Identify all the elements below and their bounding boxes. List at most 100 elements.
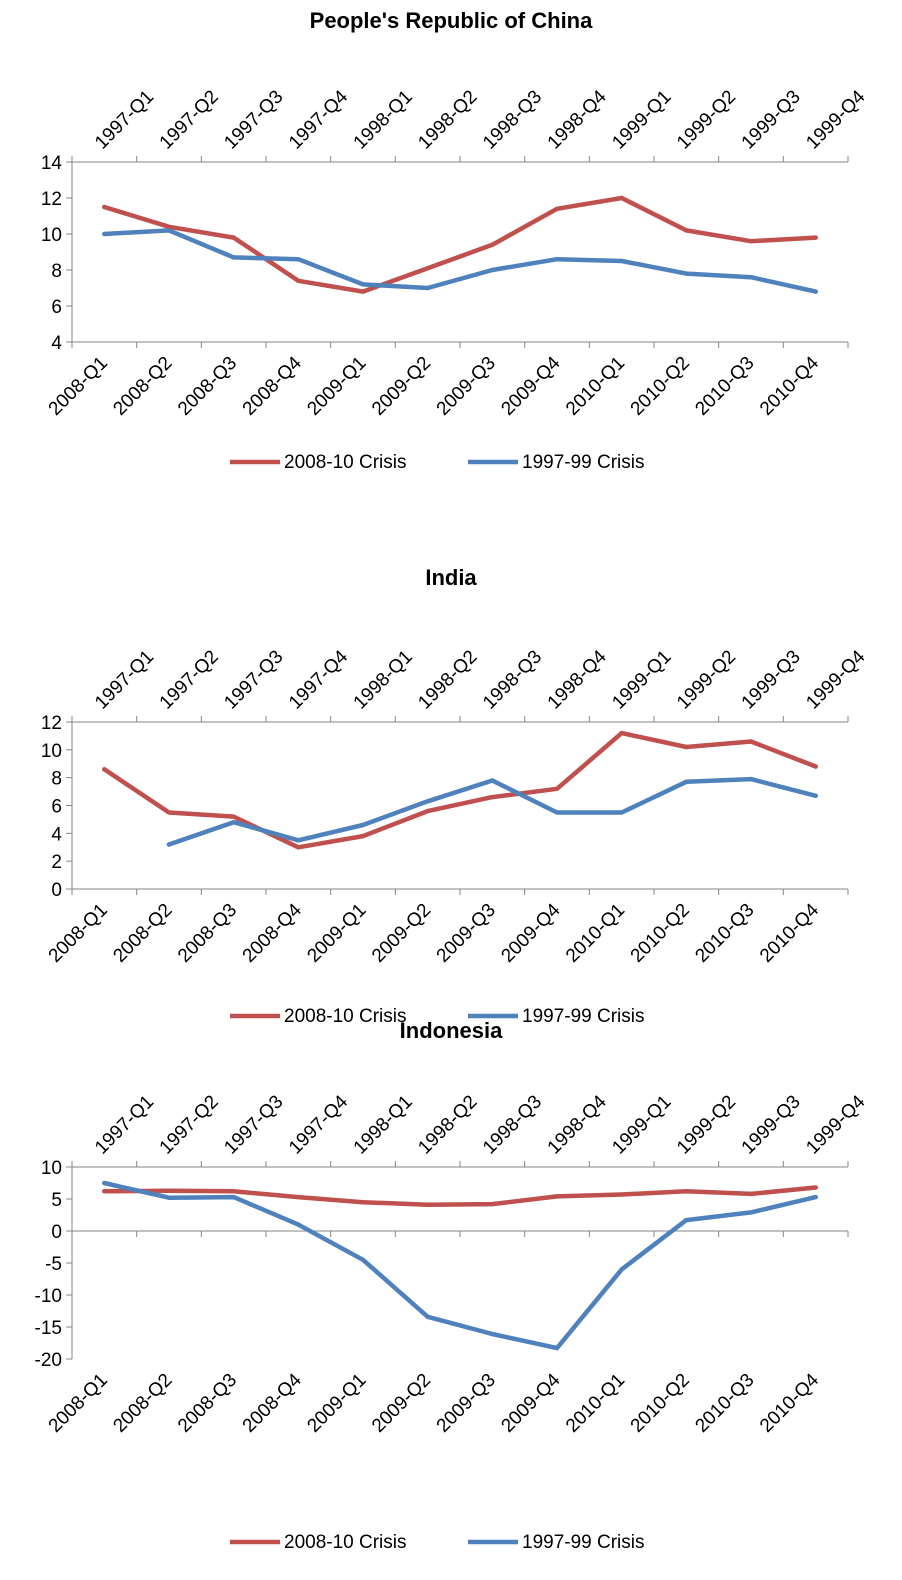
- data-point: [490, 242, 495, 247]
- data-point: [554, 206, 560, 211]
- secondary-x-tick-label: 1999-Q1: [608, 86, 675, 153]
- legend-label: 1997-99 Crisis: [522, 1006, 645, 1027]
- x-tick-label: 2010-Q2: [627, 353, 694, 420]
- secondary-x-tick-label: 1998-Q1: [350, 646, 417, 713]
- data-point: [684, 779, 689, 785]
- chart-title: Indonesia: [400, 1018, 503, 1043]
- data-point: [425, 1202, 430, 1207]
- legend-label: 2008-10 Crisis: [284, 1006, 407, 1027]
- x-tick-label: 2010-Q1: [562, 900, 629, 967]
- data-point: [813, 1194, 818, 1200]
- data-point: [296, 257, 301, 262]
- legend-label: 2008-10 Crisis: [284, 452, 407, 473]
- secondary-x-tick-label: 1999-Q2: [673, 86, 740, 153]
- x-tick-label: 2009-Q3: [433, 353, 500, 420]
- data-point: [166, 228, 172, 233]
- x-tick-label: 2008-Q1: [45, 900, 112, 967]
- secondary-x-tick-label: 1999-Q1: [608, 646, 675, 713]
- y-tick-label: 8: [51, 261, 62, 282]
- x-tick-label: 2009-Q1: [303, 900, 370, 967]
- y-tick-label: 5: [51, 1190, 62, 1211]
- data-point: [360, 282, 366, 287]
- data-point: [619, 258, 624, 264]
- data-point: [360, 833, 366, 839]
- secondary-x-tick-label: 1997-Q2: [156, 646, 223, 713]
- secondary-x-tick-label: 1998-Q1: [350, 1091, 417, 1158]
- secondary-x-tick-label: 1999-Q3: [738, 1091, 805, 1158]
- y-tick-label: 12: [41, 189, 62, 210]
- x-tick-label: 2008-Q3: [174, 1370, 241, 1437]
- data-point: [166, 1195, 172, 1200]
- secondary-x-tick-label: 1999-Q4: [802, 646, 869, 713]
- chart-1: India0246810122008-Q12008-Q22008-Q32008-…: [41, 565, 870, 1027]
- data-point: [102, 231, 107, 237]
- x-tick-label: 2008-Q2: [109, 900, 176, 967]
- x-tick-label: 2010-Q1: [562, 353, 629, 420]
- x-tick-label: 2008-Q3: [174, 900, 241, 967]
- data-point: [490, 1201, 495, 1207]
- y-tick-label: -20: [35, 1350, 62, 1371]
- data-point: [102, 767, 107, 772]
- secondary-x-tick-label: 1999-Q1: [608, 1091, 675, 1158]
- data-point: [296, 1222, 301, 1227]
- x-tick-label: 2010-Q4: [756, 899, 823, 966]
- data-point: [490, 794, 495, 800]
- x-tick-label: 2010-Q2: [627, 900, 694, 967]
- data-point: [490, 267, 495, 273]
- secondary-x-tick-label: 1998-Q3: [479, 1091, 546, 1158]
- secondary-x-tick-label: 1999-Q2: [673, 646, 740, 713]
- data-point: [231, 1189, 236, 1194]
- chart-title: People's Republic of China: [310, 8, 593, 33]
- data-point: [231, 255, 236, 260]
- data-point: [231, 1194, 236, 1200]
- data-point: [684, 1189, 689, 1194]
- x-tick-label: 2008-Q1: [45, 353, 112, 420]
- data-point: [748, 739, 754, 744]
- secondary-x-tick-label: 1997-Q2: [156, 1091, 223, 1158]
- secondary-x-tick-label: 1998-Q4: [544, 1091, 611, 1158]
- y-tick-label: -5: [45, 1254, 62, 1275]
- secondary-x-tick-label: 1998-Q3: [479, 646, 546, 713]
- series-line-2008-10: [102, 730, 818, 850]
- secondary-x-tick-label: 1997-Q3: [220, 1091, 287, 1158]
- data-point: [425, 285, 430, 291]
- x-tick-label: 2010-Q4: [756, 352, 823, 419]
- data-point: [813, 764, 818, 769]
- x-tick-label: 2010-Q4: [756, 1369, 823, 1436]
- data-point: [619, 1267, 624, 1272]
- data-point: [619, 730, 624, 736]
- data-point: [619, 1192, 624, 1197]
- secondary-x-tick-label: 1998-Q4: [544, 646, 611, 713]
- data-point: [490, 1331, 495, 1337]
- secondary-x-tick-label: 1999-Q3: [738, 646, 805, 713]
- legend-label: 1997-99 Crisis: [522, 1532, 645, 1553]
- data-point: [425, 266, 430, 271]
- y-tick-label: -15: [35, 1318, 62, 1339]
- y-tick-label: 0: [51, 880, 62, 901]
- y-tick-label: 12: [41, 713, 62, 734]
- data-point: [619, 810, 624, 815]
- x-tick-label: 2010-Q2: [627, 1370, 694, 1437]
- series-line-2008-10: [102, 1185, 818, 1208]
- data-point: [296, 838, 301, 843]
- y-tick-label: 2: [51, 852, 62, 873]
- data-point: [554, 1194, 560, 1199]
- data-point: [748, 275, 754, 280]
- data-point: [619, 195, 624, 201]
- secondary-x-tick-label: 1998-Q2: [414, 86, 481, 153]
- x-tick-label: 2008-Q4: [239, 899, 306, 966]
- data-point: [684, 228, 689, 233]
- data-point: [748, 239, 754, 244]
- x-tick-label: 2009-Q1: [303, 353, 370, 420]
- data-point: [166, 842, 172, 847]
- y-tick-label: 14: [41, 153, 63, 174]
- x-tick-label: 2009-Q4: [497, 352, 564, 419]
- secondary-x-tick-label: 1999-Q4: [802, 86, 869, 153]
- x-tick-label: 2010-Q1: [562, 1370, 629, 1437]
- data-point: [813, 235, 818, 240]
- data-point: [360, 822, 366, 828]
- series-line-1997-99: [166, 776, 818, 847]
- series-line-1997-99: [102, 1180, 818, 1351]
- x-tick-label: 2010-Q3: [691, 353, 758, 420]
